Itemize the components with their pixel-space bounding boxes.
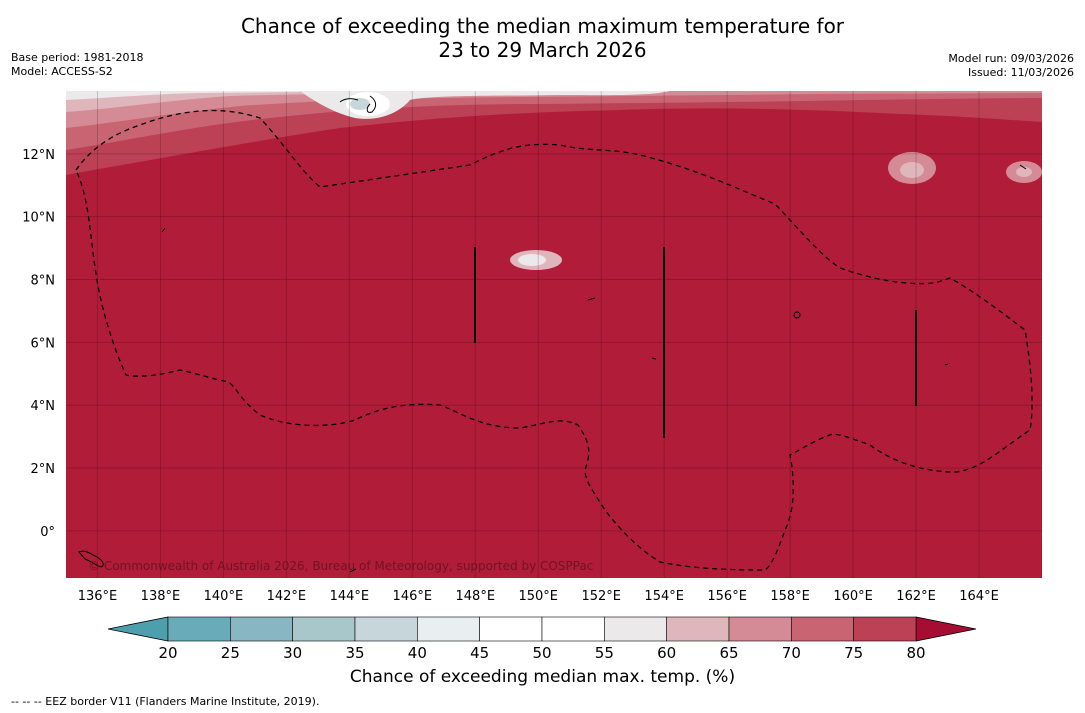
- colorbar-tick-label: 65: [719, 644, 738, 662]
- x-tick-label: 138°E: [141, 589, 181, 604]
- patch-165e-12n-inner: [1016, 167, 1032, 177]
- colorbar-tick-label: 80: [906, 644, 925, 662]
- model-run-text: Model run: 09/03/2026: [948, 52, 1074, 65]
- x-tick-label: 164°E: [959, 589, 999, 604]
- colorbar-label: Chance of exceeding median max. temp. (%…: [349, 667, 736, 687]
- colorbar-tick-label: 20: [158, 644, 177, 662]
- colorbar-segment: [604, 616, 667, 642]
- map-title: Chance of exceeding the median maximum t…: [0, 14, 1085, 62]
- x-tick-label: 156°E: [707, 589, 747, 604]
- colorbar-segment: [791, 616, 854, 642]
- x-tick-label: 142°E: [267, 589, 307, 604]
- colorbar-tick-label: 60: [657, 644, 676, 662]
- patch-150e-9n-inner: [518, 254, 546, 266]
- islands: [78, 164, 1027, 573]
- y-tick-label: 0°: [40, 525, 55, 540]
- x-tick-label: 152°E: [581, 589, 621, 604]
- x-tick-label: 158°E: [770, 589, 810, 604]
- colorbar-segment: [541, 616, 605, 642]
- contour-55-north: [300, 91, 670, 119]
- colorbar-segment: [292, 616, 356, 642]
- y-tick-label: 2°N: [31, 462, 56, 477]
- x-tick-label: 136°E: [78, 589, 118, 604]
- x-tick-label: 144°E: [330, 589, 370, 604]
- coast-northwest: [339, 95, 377, 113]
- graticule: [66, 91, 1042, 578]
- eez-border: [75, 109, 1033, 571]
- y-tick-label: 10°N: [22, 211, 55, 226]
- contour-55: [66, 91, 300, 100]
- base-period-text: Base period: 1981-2018: [11, 51, 144, 64]
- colorbar-segment: [853, 616, 917, 642]
- x-tick-label: 146°E: [393, 589, 433, 604]
- contour-65: [66, 91, 1042, 128]
- colorbar-tick-label: 70: [782, 644, 801, 662]
- contour-45-patch: [350, 98, 370, 110]
- x-tick-label: 154°E: [644, 589, 684, 604]
- metadata-left: Base period: 1981-2018 Model: ACCESS-S2: [11, 51, 143, 79]
- x-tick-label: 140°E: [204, 589, 244, 604]
- map-plot-area: © Commonwealth of Australia 2026, Bureau…: [66, 91, 1042, 578]
- x-tick-label: 150°E: [518, 589, 558, 604]
- colorbar-segment: [666, 616, 730, 642]
- model-text: Model: ACCESS-S2: [11, 65, 113, 78]
- probability-field: [66, 91, 1042, 578]
- x-tick-label: 162°E: [896, 589, 936, 604]
- y-axis-ticks: 12°N 10°N 8°N 6°N 4°N 2°N 0°: [22, 148, 55, 540]
- patch-162e-12n-inner: [900, 162, 924, 178]
- colorbar-segment: [479, 616, 543, 642]
- title-line-1: Chance of exceeding the median maximum t…: [240, 14, 845, 38]
- x-tick-label: 160°E: [833, 589, 873, 604]
- colorbar-segment: [167, 616, 231, 642]
- colorbar-tick-label: 30: [283, 644, 302, 662]
- colorbar-tick-label: 75: [844, 644, 863, 662]
- colorbar-segment: [230, 616, 293, 642]
- colorbar-tick-label: 55: [595, 644, 614, 662]
- x-tick-label: 148°E: [456, 589, 496, 604]
- footnote: -- -- -- EEZ border V11 (Flanders Marine…: [11, 695, 320, 708]
- contour-70: [66, 91, 1042, 150]
- y-tick-label: 4°N: [31, 399, 56, 414]
- issued-text: Issued: 11/03/2026: [967, 66, 1074, 79]
- colorbar-tick-label: 40: [408, 644, 427, 662]
- copyright-text: © Commonwealth of Australia 2026, Bureau…: [88, 559, 593, 573]
- metadata-right: Model run: 09/03/2026 Issued: 11/03/2026: [948, 52, 1074, 80]
- colorbar: 20 25 30 35 40 45 50 55 60 65 70 75 80: [107, 616, 977, 662]
- colorbar-tick-label: 45: [470, 644, 489, 662]
- y-tick-label: 6°N: [31, 336, 56, 351]
- colorbar-under-arrow: [107, 616, 169, 642]
- x-axis-ticks: 136°E 138°E 140°E 142°E 144°E 146°E 148°E 150°E…: [78, 589, 999, 604]
- colorbar-segment: [354, 616, 418, 642]
- y-tick-label: 8°N: [31, 274, 56, 289]
- colorbar-segment: [417, 616, 480, 642]
- y-tick-label: 12°N: [22, 148, 55, 163]
- colorbar-tick-label: 25: [221, 644, 240, 662]
- colorbar-tick-label: 50: [532, 644, 551, 662]
- colorbar-tick-label: 35: [345, 644, 364, 662]
- contour-60: [66, 91, 600, 112]
- title-line-2: 23 to 29 March 2026: [438, 38, 647, 62]
- colorbar-segment: [728, 616, 792, 642]
- colorbar-over-arrow: [915, 616, 977, 642]
